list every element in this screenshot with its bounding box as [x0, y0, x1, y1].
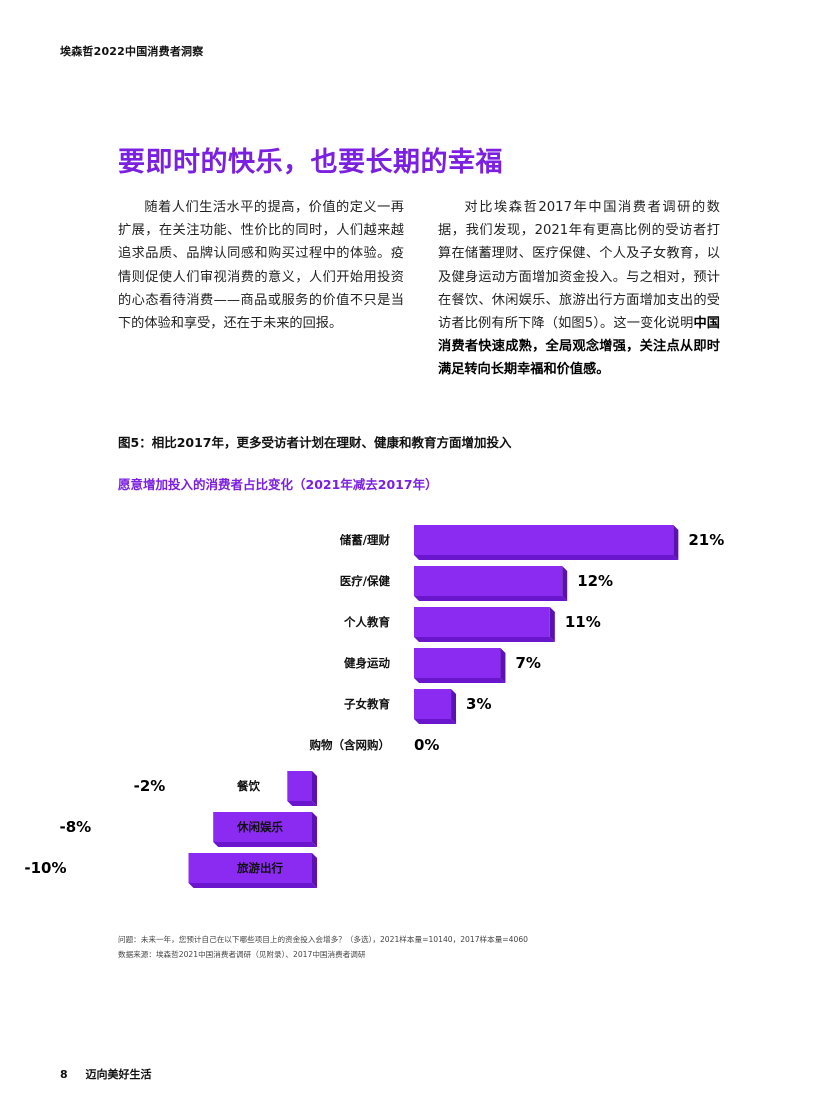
category-label: 储蓄/理财: [340, 533, 391, 547]
value-label: 3%: [466, 695, 491, 713]
bar-bottom-face: [414, 637, 555, 642]
bar: [414, 525, 674, 555]
bar-side-face: [673, 525, 679, 560]
value-label: -10%: [24, 859, 66, 877]
bar: [414, 566, 563, 596]
category-label: 子女教育: [344, 697, 390, 711]
bar-group-8: 旅游出行 -10%: [24, 853, 317, 888]
bar-side-face: [312, 853, 317, 888]
bar-group-1: 医疗/保健 12%: [340, 566, 613, 601]
category-label: 餐饮: [236, 779, 260, 793]
page-number: 8: [60, 1068, 68, 1081]
page-title: 要即时的快乐，也要长期的幸福: [118, 147, 503, 178]
bar: [414, 607, 550, 637]
bar: [188, 853, 312, 883]
paragraph-left: 随着人们生活水平的提高，价值的定义一再扩展，在关注功能、性价比的同时，人们越来越…: [118, 200, 404, 332]
bar: [414, 648, 501, 678]
value-label: -8%: [59, 818, 91, 836]
bar-bottom-face: [414, 555, 679, 560]
bar-group-6: 餐饮 -2%: [134, 771, 317, 806]
footer-section: 迈向美好生活: [85, 1068, 152, 1081]
footer: 8 迈向美好生活: [60, 1066, 152, 1082]
figure-title: 图5：相比2017年，更多受访者计划在理财、健康和教育方面增加投入: [118, 435, 512, 450]
category-label: 休闲娱乐: [236, 820, 283, 834]
category-label: 购物（含网购）: [310, 738, 391, 752]
bar-bottom-face: [414, 719, 457, 724]
bar-side-face: [312, 812, 317, 847]
paragraph-right: 对比埃森哲2017年中国消费者调研的数据，我们发现，2021年有更高比例的受访者…: [438, 196, 720, 382]
bar-bottom-face: [188, 883, 317, 888]
bar-bottom-face: [414, 678, 506, 683]
bar: [287, 771, 312, 801]
footnote-question: 问题：未来一年，您预计自己在以下哪些项目上的资金投入会增多？（多选），2021样…: [118, 935, 528, 944]
chart-title: 愿意增加投入的消费者占比变化（2021年减去2017年）: [118, 477, 438, 492]
value-label: 12%: [577, 572, 613, 590]
category-label: 医疗/保健: [340, 574, 391, 588]
bar-bottom-face: [287, 801, 317, 806]
bar-group-3: 健身运动 7%: [344, 648, 541, 683]
paragraph-right-text: 对比埃森哲2017年中国消费者调研的数据，我们发现，2021年有更高比例的受访者…: [438, 200, 720, 332]
paragraph-right-bold: 中国消费者快速成熟，全局观念增强，关注点从即时满足转向长期幸福和价值感。: [438, 316, 720, 378]
category-label: 健身运动: [344, 656, 390, 670]
bar: [213, 812, 312, 842]
value-label: 7%: [515, 654, 540, 672]
bar-side-face: [562, 566, 568, 601]
bar-group-7: 休闲娱乐 -8%: [59, 812, 317, 847]
value-label: -2%: [134, 777, 166, 795]
category-label: 个人教育: [343, 615, 390, 629]
value-label: 0%: [414, 736, 439, 754]
category-label: 旅游出行: [237, 861, 283, 875]
bar-bottom-face: [213, 842, 317, 847]
bar-side-face: [312, 771, 317, 806]
bar-chart: 储蓄/理财 21% 医疗/保健 12% 个人教育 11% 健身运动 7% 子女教育 3% 购物（含网…: [24, 525, 724, 888]
value-label: 21%: [688, 531, 724, 549]
bar-group-2: 个人教育 11%: [343, 607, 601, 642]
bar-group-5: 购物（含网购） 0%: [310, 736, 440, 754]
bar-group-4: 子女教育 3%: [344, 689, 492, 724]
bar-side-face: [451, 689, 457, 724]
bar-group-0: 储蓄/理财 21%: [340, 525, 724, 560]
value-label: 11%: [565, 613, 601, 631]
bar-side-face: [500, 648, 506, 683]
footnote-source: 数据来源：埃森哲2021中国消费者调研（见附录）、2017中国消费者调研: [118, 950, 366, 959]
header-title: 埃森哲2022中国消费者洞察: [60, 45, 204, 58]
bar: [414, 689, 452, 719]
bar-bottom-face: [414, 596, 568, 601]
bar-side-face: [549, 607, 555, 642]
